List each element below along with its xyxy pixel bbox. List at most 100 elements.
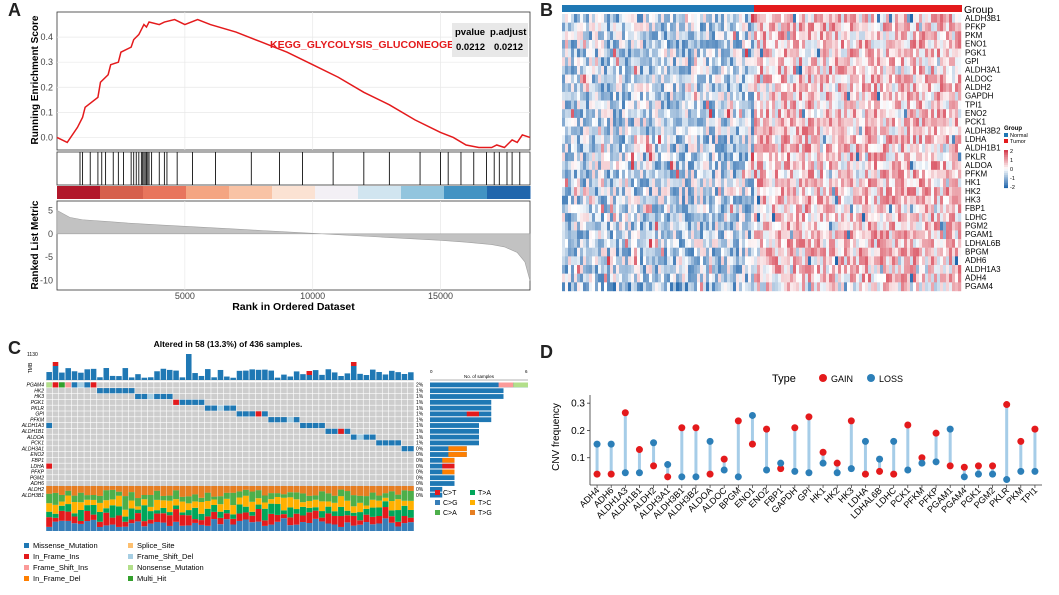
oncoplot-cell	[369, 411, 376, 417]
heatmap-cell	[622, 14, 626, 23]
oncoplot-cell	[58, 393, 65, 400]
heatmap-cell	[853, 135, 857, 145]
heatmap-cell	[736, 31, 740, 41]
heatmap-cell	[784, 74, 788, 84]
heatmap-cell	[793, 117, 797, 127]
heatmap-cell	[598, 161, 602, 171]
heatmap-cell	[664, 152, 668, 162]
heatmap-cell	[928, 135, 932, 145]
oncoplot-cell	[84, 405, 91, 411]
heatmap-cell	[787, 57, 791, 67]
heatmap-cell	[820, 265, 824, 274]
heatmap-cell	[631, 48, 635, 58]
heatmap-cell	[640, 143, 644, 153]
heatmap-cell	[589, 65, 593, 75]
heatmap-cell	[733, 83, 737, 93]
heatmap-cell	[781, 31, 785, 41]
heatmap-cell	[703, 31, 707, 41]
heatmap-cell	[697, 100, 701, 110]
heatmap-cell	[649, 282, 653, 292]
heatmap-cell	[586, 57, 590, 67]
oncoplot-cell	[338, 382, 344, 388]
heatmap-cell	[562, 14, 566, 23]
heatmap-cell	[703, 143, 707, 153]
heatmap-cell	[823, 282, 827, 292]
heatmap-cell	[658, 57, 662, 67]
heatmap-cell	[715, 31, 719, 41]
heatmap-cell	[595, 14, 599, 23]
heatmap-cell	[835, 57, 839, 67]
heatmap-cell	[757, 178, 761, 188]
heatmap-cell	[874, 39, 878, 49]
heatmap-cell	[799, 31, 803, 41]
oncoplot-cell	[369, 388, 376, 394]
heatmap-cell	[808, 256, 812, 266]
heatmap-cell	[670, 282, 674, 292]
heatmap-cell	[685, 65, 689, 75]
heatmap-cell	[688, 109, 692, 119]
heatmap-cell	[754, 273, 758, 283]
oncoplot-cell	[230, 411, 237, 417]
heatmap-cell	[787, 204, 791, 214]
heatmap-cell	[928, 31, 932, 41]
heatmap-cell	[940, 100, 944, 110]
heatmap-cell	[652, 22, 656, 32]
heatmap-cell	[709, 178, 713, 188]
heatmap-cell	[571, 195, 575, 205]
heatmap-cell	[637, 152, 641, 162]
heatmap-cell	[577, 31, 581, 41]
heatmap-cell	[613, 204, 617, 214]
heatmap-cell	[949, 213, 953, 222]
heatmap-cell	[571, 14, 575, 23]
heatmap-cell	[715, 109, 719, 119]
heatmap-cell	[892, 100, 896, 110]
heatmap-cell	[880, 91, 884, 101]
heatmap-cell	[832, 239, 836, 248]
heatmap-cell	[679, 57, 683, 67]
heatmap-cell	[898, 169, 902, 179]
heatmap-cell	[859, 265, 863, 274]
heatmap-cell	[826, 143, 830, 153]
heatmap-cell	[646, 247, 650, 257]
heatmap-cell	[919, 109, 923, 119]
heatmap-cell	[928, 213, 932, 222]
heatmap-cell	[682, 221, 686, 231]
heatmap-cell	[688, 126, 692, 136]
heatmap-cell	[658, 239, 662, 248]
heatmap-cell	[790, 178, 794, 188]
heatmap-cell	[862, 57, 866, 67]
heatmap-cell	[829, 161, 833, 171]
heatmap-cell	[910, 39, 914, 49]
heatmap-cell	[856, 57, 860, 67]
heatmap-cell	[580, 230, 584, 240]
heatmap-cell	[814, 31, 818, 41]
heatmap-cell	[790, 135, 794, 145]
heatmap-cell	[589, 152, 593, 162]
heatmap-cell	[784, 31, 788, 41]
heatmap-cell	[655, 65, 659, 75]
heatmap-cell	[613, 117, 617, 127]
heatmap-cell	[829, 117, 833, 127]
heatmap-cell	[667, 187, 671, 196]
heatmap-cell	[718, 247, 722, 257]
heatmap-cell	[733, 161, 737, 171]
heatmap-cell	[847, 91, 851, 101]
heatmap-cell	[847, 282, 851, 292]
heatmap-cell	[775, 126, 779, 136]
heatmap-cell	[793, 273, 797, 283]
heatmap-cell	[823, 256, 827, 266]
tmb-label: TMB	[28, 362, 34, 373]
heatmap-cell	[892, 65, 896, 75]
heatmap-cell	[613, 143, 617, 153]
heatmap-cell	[607, 83, 611, 93]
heatmap-cell	[688, 117, 692, 127]
heatmap-cell	[949, 109, 953, 119]
heatmap-cell	[646, 14, 650, 23]
heatmap-cell	[652, 65, 656, 75]
heatmap-cell	[844, 31, 848, 41]
heatmap-cell	[895, 135, 899, 145]
heatmap-cell	[760, 109, 764, 119]
heatmap-cell	[664, 247, 668, 257]
heatmap-cell	[673, 178, 677, 188]
heatmap-cell	[835, 204, 839, 214]
